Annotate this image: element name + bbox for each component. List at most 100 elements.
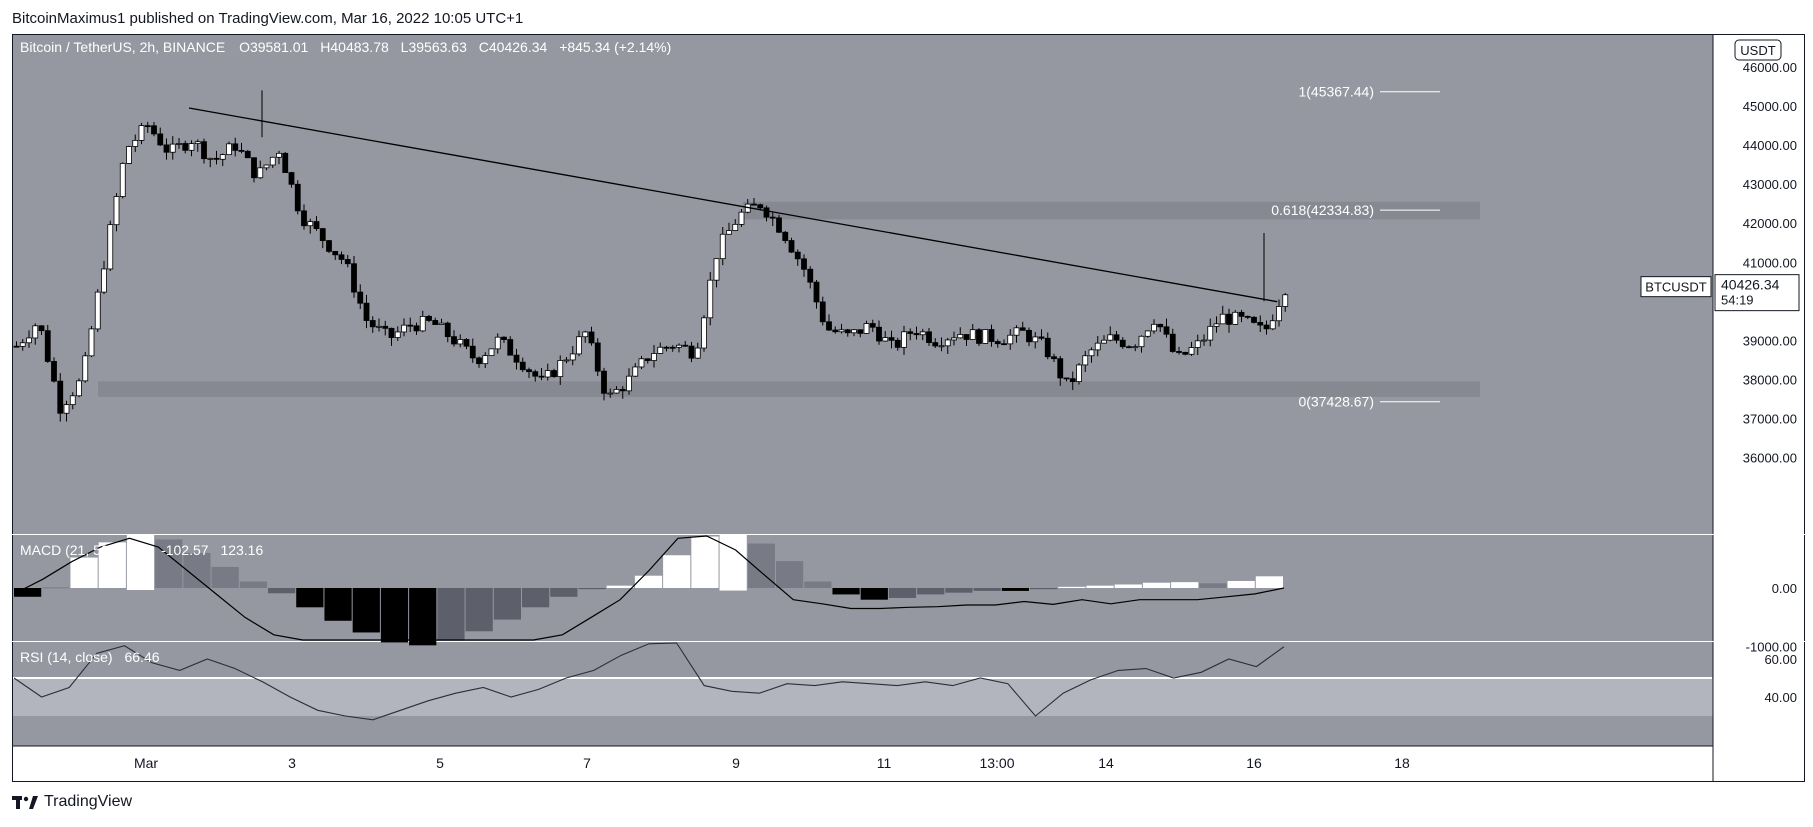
- bear-candle: [757, 204, 764, 209]
- bear-candle: [1119, 339, 1126, 348]
- price-tick-label: 37000.00: [1743, 411, 1797, 426]
- bear-candle: [1226, 313, 1232, 325]
- macd-bar: [437, 588, 465, 641]
- bull-candle: [94, 291, 101, 330]
- bull-candle: [1032, 336, 1039, 343]
- price-tick-label: 43000.00: [1743, 177, 1797, 192]
- macd-bar: [945, 588, 973, 593]
- bear-candle: [244, 150, 251, 159]
- chart-border: [12, 34, 1805, 782]
- bull-candle: [863, 323, 870, 334]
- bull-candle: [132, 139, 139, 147]
- symbol-legend[interactable]: Bitcoin / TetherUS, 2h, BINANCE O39581.0…: [20, 39, 671, 55]
- bull-candle: [119, 163, 126, 197]
- chart-frame[interactable]: 1(45367.44) 0.618(42334.83) 0(37428.67) …: [12, 34, 1805, 782]
- bear-candle: [844, 329, 851, 334]
- bull-candle: [1088, 349, 1095, 357]
- bear-candle: [388, 327, 395, 338]
- bear-candle: [888, 337, 895, 341]
- bear-candle: [463, 339, 470, 347]
- macd-bar: [1255, 576, 1283, 588]
- bear-candle: [769, 216, 776, 219]
- macd-bar: [14, 588, 42, 597]
- currency-badge[interactable]: [1734, 39, 1782, 61]
- bear-candle: [201, 141, 207, 160]
- macd-title: MACD (21, 50, close: [20, 542, 149, 558]
- price-panel[interactable]: [13, 35, 1713, 534]
- bull-candle: [919, 331, 926, 336]
- bear-candle: [794, 251, 801, 260]
- bear-candle: [513, 354, 520, 363]
- time-tick-label: 11: [877, 755, 892, 771]
- symbol-title: Bitcoin / TetherUS, 2h, BINANCE: [20, 39, 225, 55]
- bear-candle: [357, 291, 364, 304]
- ohlc-low: 39563.63: [408, 39, 467, 55]
- bear-candle: [1157, 323, 1164, 328]
- bear-candle: [519, 361, 526, 371]
- descending-trendline[interactable]: [188, 107, 1278, 303]
- bull-candle: [276, 152, 282, 158]
- bull-candle: [676, 344, 682, 348]
- bull-candle: [63, 404, 70, 414]
- bear-candle: [832, 329, 839, 333]
- bull-candle: [376, 325, 382, 328]
- bear-candle: [319, 228, 326, 241]
- macd-bar: [239, 581, 267, 588]
- time-tick-label: 13:00: [979, 755, 1014, 771]
- ohlc-high-label: H: [320, 39, 330, 55]
- bull-candle: [576, 336, 582, 355]
- price-axis[interactable]: [1713, 35, 1804, 781]
- rsi-line: [13, 642, 1285, 721]
- bull-candle: [107, 224, 114, 270]
- symbol-tag: [1640, 276, 1712, 298]
- bull-candle: [626, 375, 632, 392]
- bear-candle: [451, 336, 457, 345]
- macd-bar: [973, 588, 1001, 591]
- bull-candle: [1213, 323, 1220, 327]
- time-tick-label: Mar: [134, 755, 158, 771]
- macd-bar: [493, 588, 521, 620]
- bear-candle: [788, 240, 795, 253]
- bear-candle: [526, 369, 532, 373]
- bear-candle: [857, 329, 864, 334]
- bear-candle: [432, 320, 439, 325]
- bull-candle: [544, 370, 551, 378]
- macd-bar: [324, 588, 352, 621]
- time-tick-label: 5: [436, 755, 444, 771]
- bull-candle: [419, 315, 426, 332]
- macd-bar: [832, 588, 860, 595]
- rsi-legend[interactable]: RSI (14, close) 66.46: [20, 649, 160, 665]
- bear-candle: [338, 254, 345, 260]
- macd-bar: [522, 588, 550, 608]
- bull-candle: [982, 329, 989, 344]
- bear-candle: [1263, 324, 1270, 330]
- bear-candle: [326, 240, 332, 252]
- bear-candle: [282, 152, 289, 173]
- macd-bar: [211, 566, 239, 588]
- bear-candle: [807, 268, 814, 283]
- bear-candle: [1244, 315, 1251, 318]
- bull-candle: [76, 380, 82, 397]
- bear-candle: [1182, 351, 1189, 355]
- bear-candle: [932, 342, 939, 347]
- macd-signal-line: [13, 535, 1285, 641]
- bear-candle: [988, 329, 995, 342]
- bear-candle: [238, 149, 245, 152]
- bear-candle: [663, 346, 670, 349]
- bull-candle: [488, 348, 495, 357]
- bull-candle: [651, 353, 657, 361]
- bear-candle: [1038, 336, 1045, 339]
- ohlc-open: 39581.01: [250, 39, 309, 55]
- bear-candle: [538, 375, 545, 378]
- bull-candle: [1151, 323, 1157, 332]
- macd-bar: [550, 588, 578, 597]
- bear-candle: [669, 346, 676, 349]
- macd-histogram: [14, 535, 1283, 646]
- bull-candle: [719, 233, 726, 260]
- bear-candle: [1051, 356, 1057, 360]
- time-axis[interactable]: [13, 746, 1713, 781]
- bear-candle: [1057, 358, 1064, 379]
- ohlc-change: +845.34 (+2.14%): [559, 39, 671, 55]
- macd-legend[interactable]: MACD (21, 50, close -102.57 123.16: [20, 542, 263, 558]
- bear-candle: [1019, 327, 1026, 331]
